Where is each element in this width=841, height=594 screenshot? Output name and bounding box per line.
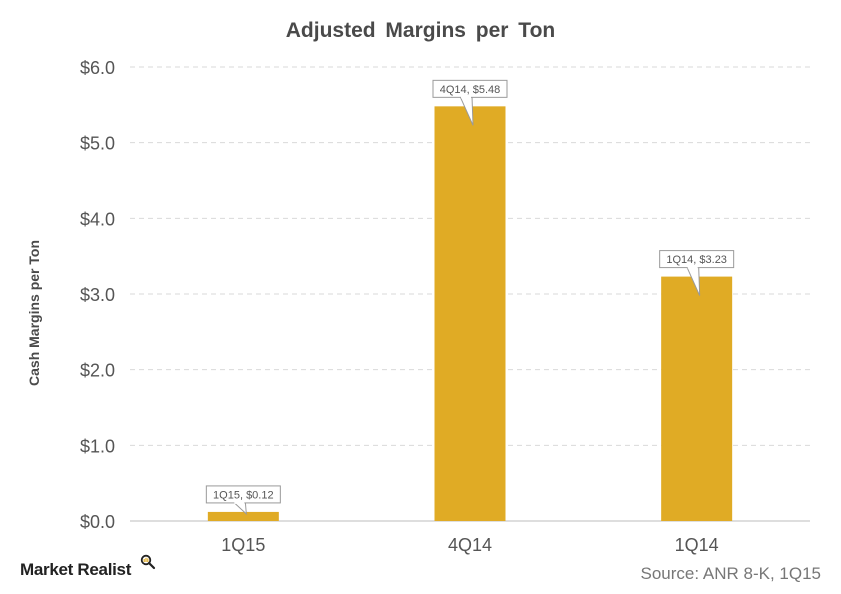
- y-tick-label: $4.0: [80, 209, 115, 229]
- y-tick-label: $6.0: [80, 58, 115, 78]
- market-realist-logo: Market Realist: [20, 560, 132, 579]
- source-note: Source: ANR 8-K, 1Q15: [640, 564, 821, 583]
- y-tick-label: $1.0: [80, 436, 115, 456]
- bar-1q15: [207, 511, 279, 521]
- x-tick-label: 1Q14: [675, 535, 719, 555]
- y-tick-label: $3.0: [80, 285, 115, 305]
- data-label: 1Q15, $0.12: [213, 489, 274, 501]
- y-tick-label: $5.0: [80, 134, 115, 154]
- y-tick-label: $2.0: [80, 361, 115, 381]
- chart-title: Adjusted Margins per Ton: [285, 19, 556, 42]
- x-tick-label: 1Q15: [221, 535, 265, 555]
- data-label: 1Q14, $3.23: [666, 254, 727, 266]
- bar-4q14: [434, 106, 506, 521]
- x-tick-label: 4Q14: [448, 535, 492, 555]
- y-axis-label: Cash Margins per Ton: [26, 240, 42, 386]
- data-label: 4Q14, $5.48: [440, 84, 501, 96]
- magnifier-icon: [140, 554, 156, 570]
- bar-1q14: [661, 276, 733, 521]
- y-tick-label: $0.0: [80, 512, 115, 532]
